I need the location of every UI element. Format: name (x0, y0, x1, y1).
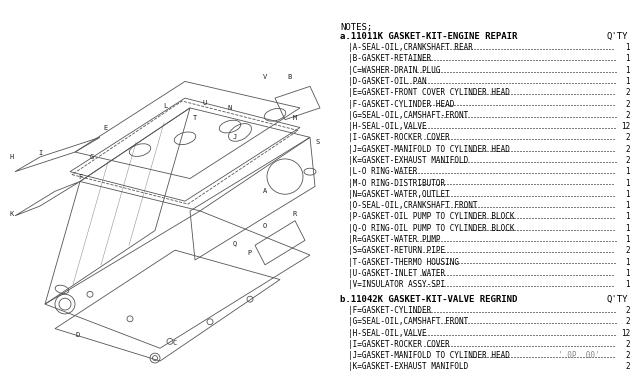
Text: |U-GASKET-INLET WATER: |U-GASKET-INLET WATER (348, 269, 445, 278)
Text: |A-SEAL-OIL,CRANKSHAFT REAR: |A-SEAL-OIL,CRANKSHAFT REAR (348, 43, 473, 52)
Text: 1: 1 (625, 212, 630, 221)
Text: D: D (76, 333, 80, 339)
Text: 2: 2 (625, 156, 630, 165)
Text: |V=INSULATOR ASSY-SPI: |V=INSULATOR ASSY-SPI (348, 280, 445, 289)
Text: |J=GASKET-MANIFOLD TO CYLINDER HEAD: |J=GASKET-MANIFOLD TO CYLINDER HEAD (348, 145, 510, 154)
Text: 2: 2 (625, 100, 630, 109)
Text: 1: 1 (625, 257, 630, 266)
Text: L: L (163, 103, 167, 109)
Text: F: F (78, 174, 82, 180)
Text: 2: 2 (625, 351, 630, 360)
Text: H: H (10, 154, 14, 160)
Text: |F-GASKET-CYLINDER HEAD: |F-GASKET-CYLINDER HEAD (348, 100, 454, 109)
Text: 2: 2 (625, 145, 630, 154)
Text: a.11011K GASKET-KIT-ENGINE REPAIR: a.11011K GASKET-KIT-ENGINE REPAIR (340, 32, 517, 41)
Text: 12: 12 (621, 122, 630, 131)
Text: |O-SEAL-OIL,CRANKSHAFT FRONT: |O-SEAL-OIL,CRANKSHAFT FRONT (348, 201, 477, 210)
Text: 2: 2 (625, 111, 630, 120)
Text: |M-O RING-DISTRIBUTOR: |M-O RING-DISTRIBUTOR (348, 179, 445, 187)
Text: 2: 2 (625, 88, 630, 97)
Text: V: V (263, 74, 267, 80)
Text: 2: 2 (625, 340, 630, 349)
Text: 1: 1 (625, 77, 630, 86)
Text: 1: 1 (625, 179, 630, 187)
Text: NOTES;: NOTES; (340, 23, 372, 32)
Text: 2: 2 (625, 362, 630, 372)
Text: Q'TY: Q'TY (607, 32, 628, 41)
Text: J: J (233, 134, 237, 140)
Text: |K=GASKET-EXHAUST MANIFOLD: |K=GASKET-EXHAUST MANIFOLD (348, 156, 468, 165)
Text: |D-GASKET-OIL PAN: |D-GASKET-OIL PAN (348, 77, 427, 86)
Text: |L-O RING-WATER: |L-O RING-WATER (348, 167, 417, 176)
Text: R: R (293, 211, 297, 217)
Text: N: N (228, 105, 232, 111)
Text: B: B (288, 74, 292, 80)
Text: Q'TY: Q'TY (607, 295, 628, 304)
Text: 1: 1 (625, 66, 630, 75)
Text: M: M (293, 115, 297, 121)
Text: 1: 1 (625, 224, 630, 232)
Text: |C=WASHER-DRAIN PLUG: |C=WASHER-DRAIN PLUG (348, 66, 440, 75)
Text: T: T (193, 115, 197, 121)
Text: 2: 2 (625, 317, 630, 326)
Text: 1: 1 (625, 280, 630, 289)
Text: |I-GASKET-ROCKER COVER: |I-GASKET-ROCKER COVER (348, 134, 450, 142)
Text: |G=SEAL-OIL,CAMSHAFT-FRONT: |G=SEAL-OIL,CAMSHAFT-FRONT (348, 111, 468, 120)
Text: |G=SEAL-OIL,CAMSHAFT FRONT: |G=SEAL-OIL,CAMSHAFT FRONT (348, 317, 468, 326)
Text: 1: 1 (625, 54, 630, 64)
Text: 2: 2 (625, 134, 630, 142)
Text: U: U (203, 100, 207, 106)
Text: ' 0P  00': ' 0P 00' (558, 351, 600, 360)
Text: 1: 1 (625, 43, 630, 52)
Text: |H-SEAL-OIL,VALVE: |H-SEAL-OIL,VALVE (348, 122, 427, 131)
Text: |F=GASKET-CYLINDER: |F=GASKET-CYLINDER (348, 306, 431, 315)
Text: |N=GASKET-WATER,OUTLET: |N=GASKET-WATER,OUTLET (348, 190, 450, 199)
Text: |E=GASKET-FRONT COVER CYLINDER HEAD: |E=GASKET-FRONT COVER CYLINDER HEAD (348, 88, 510, 97)
Text: |S=GASKET-RETURN PIPE: |S=GASKET-RETURN PIPE (348, 246, 445, 255)
Text: 12: 12 (621, 328, 630, 338)
Text: C: C (173, 340, 177, 346)
Text: 1: 1 (625, 201, 630, 210)
Text: 1: 1 (625, 269, 630, 278)
Text: |I=GASKET-ROCKER COVER: |I=GASKET-ROCKER COVER (348, 340, 450, 349)
Text: |J=GASKET-MANIFOLD TO CYLINDER HEAD: |J=GASKET-MANIFOLD TO CYLINDER HEAD (348, 351, 510, 360)
Text: K: K (10, 211, 14, 217)
Text: S: S (316, 139, 320, 145)
Text: Q: Q (233, 240, 237, 246)
Text: b.11042K GASKET-KIT-VALVE REGRIND: b.11042K GASKET-KIT-VALVE REGRIND (340, 295, 517, 304)
Text: 1: 1 (625, 190, 630, 199)
Text: 1: 1 (625, 167, 630, 176)
Text: G: G (90, 154, 94, 160)
Text: |R=GASKET-WATER PUMP: |R=GASKET-WATER PUMP (348, 235, 440, 244)
Text: 2: 2 (625, 246, 630, 255)
Text: |B-GASKET-RETAINER: |B-GASKET-RETAINER (348, 54, 431, 64)
Text: |K=GASKET-EXHAUST MANIFOLD: |K=GASKET-EXHAUST MANIFOLD (348, 362, 468, 372)
Text: E: E (103, 125, 107, 131)
Text: I: I (38, 150, 42, 156)
Text: |P-GASKET-OIL PUMP TO CYLINDER BLOCK: |P-GASKET-OIL PUMP TO CYLINDER BLOCK (348, 212, 515, 221)
Text: A: A (263, 188, 267, 194)
Text: 2: 2 (625, 306, 630, 315)
Text: 1: 1 (625, 235, 630, 244)
Text: |Q-O RING-OIL PUMP TO CYLINDER BLOCK: |Q-O RING-OIL PUMP TO CYLINDER BLOCK (348, 224, 515, 232)
Text: |H-SEAL-OIL,VALVE: |H-SEAL-OIL,VALVE (348, 328, 427, 338)
Text: O: O (263, 222, 267, 229)
Text: |T-GASKET-THERMO HOUSING: |T-GASKET-THERMO HOUSING (348, 257, 459, 266)
Text: P: P (248, 250, 252, 256)
